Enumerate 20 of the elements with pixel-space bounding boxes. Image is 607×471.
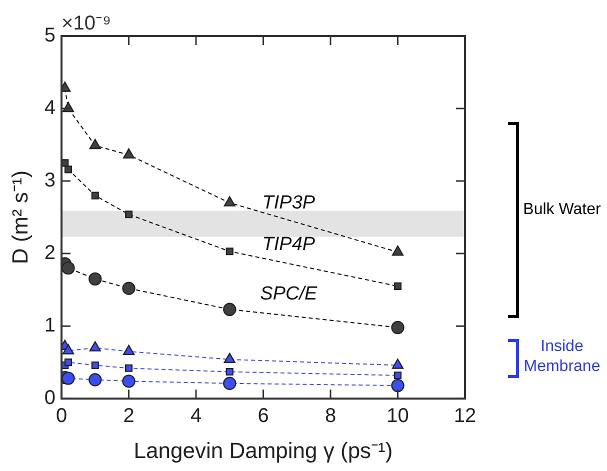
x-tick-label: 4 <box>190 405 202 428</box>
text: Inside Membrane <box>522 337 602 377</box>
text: Bulk Water <box>522 200 602 220</box>
y-tick-label: 3 <box>44 170 56 192</box>
y-tick-label: 1 <box>44 314 56 337</box>
series-label: SPC/E <box>260 284 318 305</box>
x-tick-label: 2 <box>123 405 134 428</box>
text: ×10⁻⁹ <box>62 12 112 35</box>
y-tick-label: 2 <box>44 242 56 264</box>
y-axis-title: D (m² s⁻¹) <box>7 170 32 264</box>
x-axis-title: Langevin Damping γ (ps⁻¹) <box>134 438 393 463</box>
y-tick-label: 5 <box>44 24 56 47</box>
x-tick-label: 12 <box>454 405 476 428</box>
series-label: TIP3P <box>262 192 316 214</box>
x-tick-label: 8 <box>324 405 336 428</box>
series-label: TIP4P <box>262 234 316 256</box>
x-tick-label: 6 <box>258 405 269 428</box>
x-tick-label: 10 <box>386 405 409 428</box>
y-tick-label: 4 <box>44 97 56 120</box>
y-tick-label: 0 <box>44 387 56 410</box>
